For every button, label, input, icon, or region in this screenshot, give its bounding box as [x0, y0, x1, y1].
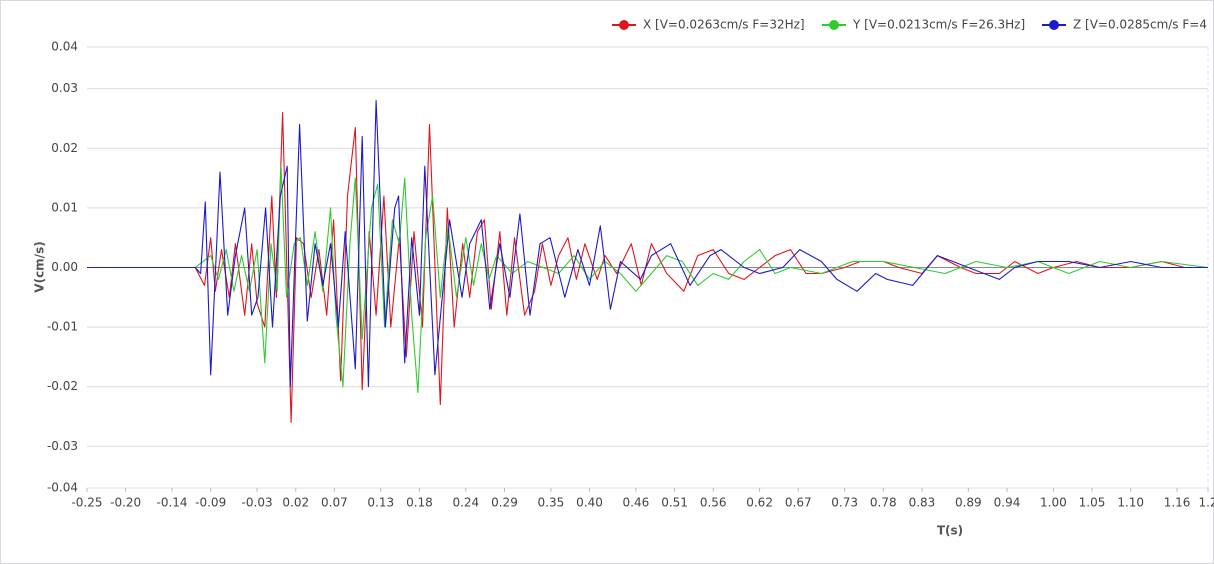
x-tick-label: 0.02 — [282, 496, 309, 510]
x-tick-label: 0.29 — [491, 496, 518, 510]
x-tick-label: 0.78 — [870, 496, 897, 510]
y-tick-label: 0.02 — [51, 141, 78, 155]
legend-marker — [829, 20, 839, 30]
x-tick-label: 0.89 — [955, 496, 982, 510]
x-tick-label: 0.51 — [661, 496, 688, 510]
y-tick-label: -0.04 — [47, 481, 78, 495]
x-tick-label: 1.16 — [1164, 496, 1191, 510]
x-axis-title: T(s) — [937, 524, 963, 538]
legend-marker — [1049, 20, 1059, 30]
y-tick-label: 0.03 — [51, 81, 78, 95]
x-tick-label: 0.46 — [623, 496, 650, 510]
x-tick-label: -0.03 — [242, 496, 273, 510]
y-tick-label: 0.00 — [51, 260, 78, 274]
x-tick-label: 0.18 — [406, 496, 433, 510]
y-tick-label: 0.04 — [51, 40, 78, 54]
x-tick-label: 0.94 — [994, 496, 1021, 510]
x-tick-label: 0.24 — [452, 496, 479, 510]
x-tick-label: 1.2 — [1198, 496, 1214, 510]
x-tick-label: 0.73 — [831, 496, 858, 510]
x-tick-label: -0.20 — [110, 496, 141, 510]
x-tick-label: 1.05 — [1079, 496, 1106, 510]
legend-label: Y [V=0.0213cm/s F=26.3Hz] — [852, 18, 1025, 32]
x-tick-label: 0.35 — [538, 496, 565, 510]
y-tick-label: -0.03 — [47, 439, 78, 453]
y-tick-label: 0.01 — [51, 200, 78, 214]
x-tick-label: -0.14 — [157, 496, 188, 510]
legend-label: Z [V=0.0285cm/s F=4 — [1073, 18, 1207, 32]
x-tick-label: -0.09 — [195, 496, 226, 510]
series-line — [87, 165, 1208, 394]
x-tick-label: 0.07 — [321, 496, 348, 510]
x-tick-label: 0.62 — [746, 496, 773, 510]
x-tick-label: 0.56 — [700, 496, 727, 510]
x-tick-label: 0.13 — [367, 496, 394, 510]
x-tick-label: 0.67 — [785, 496, 812, 510]
x-tick-label: 0.83 — [909, 496, 936, 510]
y-tick-label: -0.02 — [47, 379, 78, 393]
series-line — [87, 100, 1208, 388]
series-line — [87, 112, 1208, 423]
legend-marker — [619, 20, 629, 30]
y-axis-title: V(cm/s) — [33, 241, 47, 292]
x-tick-label: 0.40 — [576, 496, 603, 510]
x-tick-label: 1.00 — [1040, 496, 1067, 510]
y-tick-label: -0.01 — [47, 320, 78, 334]
x-tick-label: 1.10 — [1117, 496, 1144, 510]
legend-label: X [V=0.0263cm/s F=32Hz] — [643, 18, 805, 32]
x-tick-label: -0.25 — [71, 496, 102, 510]
